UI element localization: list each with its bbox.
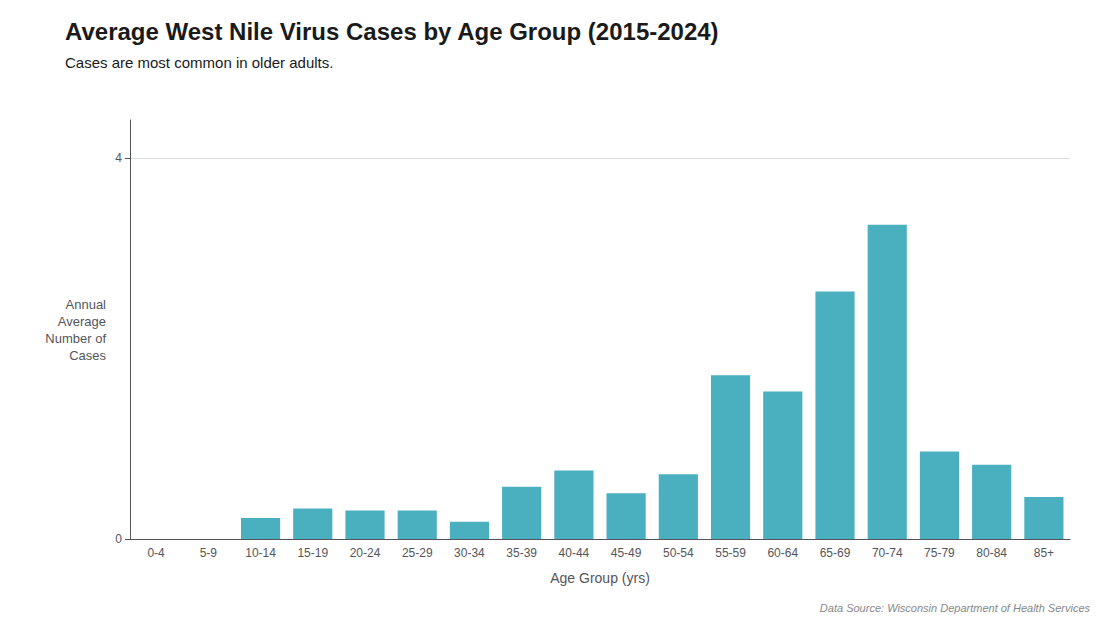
svg-text:0: 0 — [115, 532, 122, 546]
svg-text:70-74: 70-74 — [872, 546, 903, 560]
svg-text:20-24: 20-24 — [350, 546, 381, 560]
svg-text:80-84: 80-84 — [976, 546, 1007, 560]
svg-text:Annual: Annual — [66, 297, 107, 312]
svg-text:75-79: 75-79 — [924, 546, 955, 560]
svg-text:Average: Average — [58, 314, 106, 329]
svg-text:Number of: Number of — [45, 331, 106, 346]
svg-text:25-29: 25-29 — [402, 546, 433, 560]
svg-text:Cases: Cases — [69, 348, 106, 363]
svg-text:15-19: 15-19 — [297, 546, 328, 560]
svg-text:Cases are most common in older: Cases are most common in older adults. — [65, 54, 333, 71]
svg-text:Age Group (yrs): Age Group (yrs) — [550, 570, 650, 586]
svg-text:Data Source: Wisconsin Departm: Data Source: Wisconsin Department of Hea… — [820, 602, 1091, 614]
svg-text:10-14: 10-14 — [245, 546, 276, 560]
svg-text:35-39: 35-39 — [506, 546, 537, 560]
svg-text:Average West Nile Virus Cases: Average West Nile Virus Cases by Age Gro… — [65, 18, 719, 45]
svg-text:85+: 85+ — [1034, 546, 1054, 560]
svg-text:45-49: 45-49 — [611, 546, 642, 560]
svg-text:65-69: 65-69 — [820, 546, 851, 560]
svg-text:60-64: 60-64 — [767, 546, 798, 560]
svg-text:0-4: 0-4 — [147, 546, 165, 560]
svg-text:4: 4 — [115, 151, 122, 165]
svg-text:30-34: 30-34 — [454, 546, 485, 560]
svg-text:50-54: 50-54 — [663, 546, 694, 560]
svg-text:5-9: 5-9 — [200, 546, 218, 560]
svg-text:55-59: 55-59 — [715, 546, 746, 560]
svg-text:40-44: 40-44 — [559, 546, 590, 560]
